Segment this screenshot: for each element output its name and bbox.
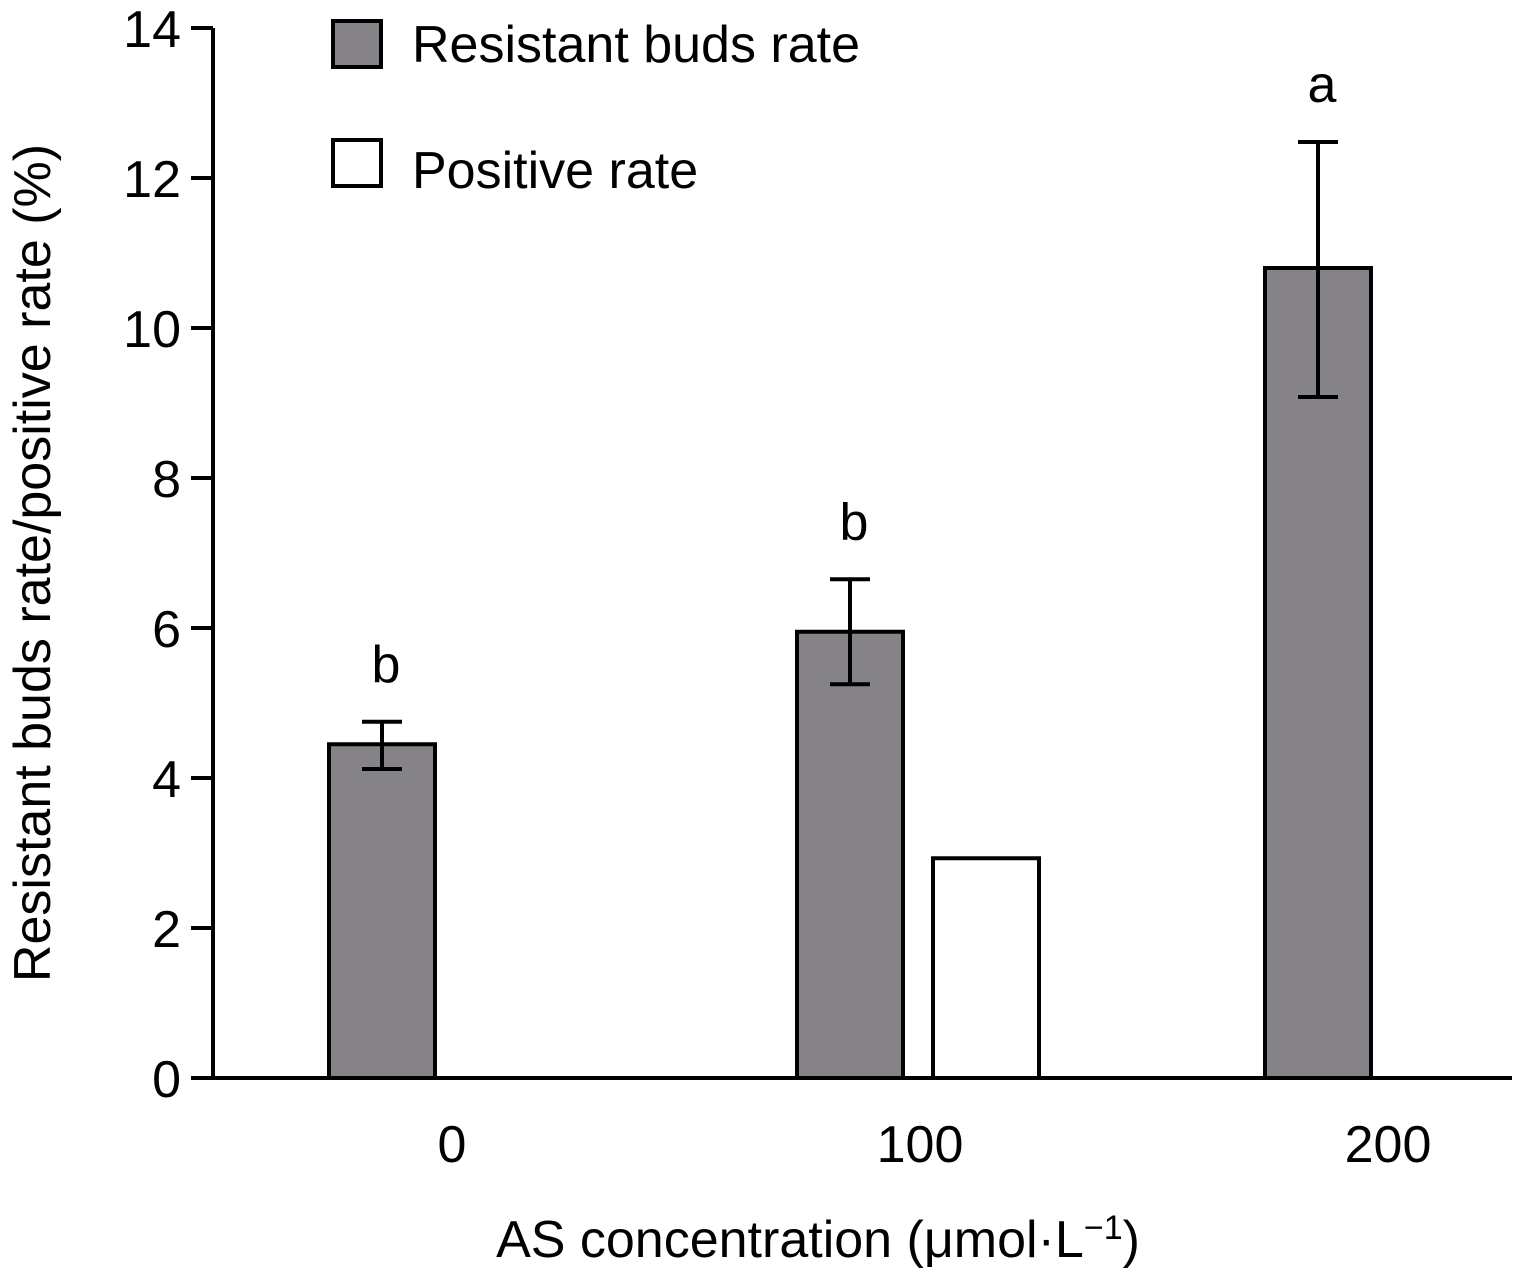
y-tick-label: 6 xyxy=(152,601,181,659)
significance-labels: b b a xyxy=(372,56,1337,694)
y-tick-label: 8 xyxy=(152,451,181,509)
significance-label-100: b xyxy=(840,493,869,551)
y-tick-label: 12 xyxy=(123,151,181,209)
legend-swatch-resistant-buds-rate xyxy=(331,19,383,69)
y-tick-label: 10 xyxy=(123,301,181,359)
bar-positive-rate-100 xyxy=(931,856,1041,1080)
bar-resistant-buds-rate-100 xyxy=(795,629,905,1080)
y-tick-label: 2 xyxy=(152,901,181,959)
legend-swatch-positive-rate xyxy=(331,138,383,188)
x-tick-label: 0 xyxy=(438,1116,467,1174)
legend-label-positive-rate: Positive rate xyxy=(412,142,698,200)
significance-label-0: b xyxy=(372,636,401,694)
y-tick-label: 4 xyxy=(152,751,181,809)
legend: Resistant buds rate Positive rate xyxy=(331,16,860,200)
x-axis-title: AS concentration (μmol·L−1) xyxy=(496,1209,1140,1269)
bar-resistant-buds-rate-200 xyxy=(1263,266,1373,1080)
error-bars xyxy=(362,140,1338,771)
x-tick-label: 100 xyxy=(877,1116,964,1174)
y-axis-title: Resistant buds rate/positive rate (%) xyxy=(4,144,62,982)
y-axis-ticks: 0 2 4 6 8 10 12 14 xyxy=(123,1,213,1109)
significance-label-200: a xyxy=(1308,56,1337,114)
bar-resistant-buds-rate-0 xyxy=(327,742,437,1080)
x-tick-label: 200 xyxy=(1345,1116,1432,1174)
y-tick-label: 14 xyxy=(123,1,181,59)
y-tick-label: 0 xyxy=(152,1051,181,1109)
legend-label-resistant-buds-rate: Resistant buds rate xyxy=(412,16,860,74)
bars xyxy=(327,266,1373,1080)
x-axis-ticks: 0 100 200 xyxy=(438,1116,1432,1174)
